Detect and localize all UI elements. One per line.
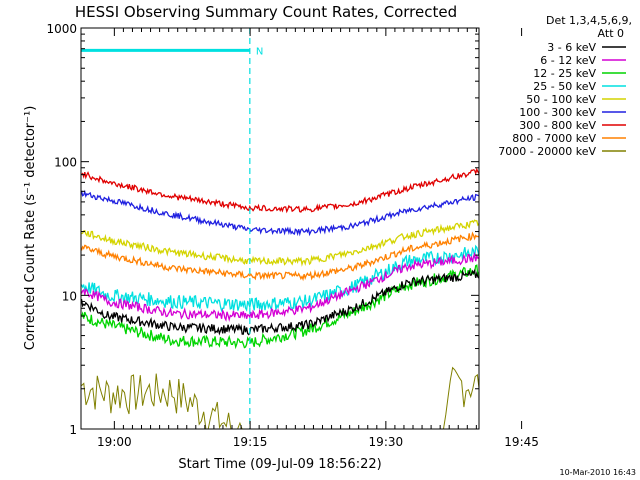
y-tick-label: 10 bbox=[62, 289, 77, 303]
plot-content: NS bbox=[81, 28, 479, 429]
y-axis-label: Corrected Count Rate (s⁻¹ detector⁻¹) bbox=[23, 106, 38, 351]
plot-frame bbox=[80, 27, 480, 430]
legend-label: 6 - 12 keV bbox=[540, 54, 596, 67]
chart-title: HESSI Observing Summary Count Rates, Cor… bbox=[75, 3, 457, 21]
x-tick-label: 19:00 bbox=[97, 435, 132, 449]
series-7-line bbox=[81, 231, 479, 282]
series-5-line bbox=[81, 189, 479, 237]
y-tick-label: 1000 bbox=[46, 22, 77, 36]
series-1-line bbox=[81, 251, 479, 322]
footer-timestamp: 10-Mar-2010 16:43 bbox=[560, 468, 637, 477]
x-tick-label: 19:15 bbox=[233, 435, 268, 449]
legend-label: 3 - 6 keV bbox=[547, 41, 596, 54]
legend-label: 300 - 800 keV bbox=[519, 119, 596, 132]
y-tick-label: 100 bbox=[54, 156, 77, 170]
legend-label: 100 - 300 keV bbox=[519, 106, 596, 119]
series-8-line bbox=[81, 366, 479, 429]
legend-label: 800 - 7000 keV bbox=[512, 132, 596, 145]
x-axis-label: Start Time (09-Jul-09 18:56:22) bbox=[178, 457, 381, 472]
legend-header-line-1: Det 1,3,4,5,6,9, bbox=[546, 14, 632, 27]
legend-header-line-2: Att 0 bbox=[598, 27, 624, 40]
axes: 110100100019:0019:1519:3019:4520:0020:15… bbox=[46, 22, 539, 449]
legend-label: 12 - 25 keV bbox=[533, 67, 596, 80]
series-4-line bbox=[81, 219, 479, 267]
legend-label: 7000 - 20000 keV bbox=[498, 145, 596, 158]
series-0-line bbox=[81, 268, 479, 336]
series-2-line bbox=[81, 264, 479, 350]
segment-label-0: N bbox=[256, 46, 263, 57]
x-tick-label: 19:30 bbox=[369, 435, 404, 449]
y-tick-label: 1 bbox=[69, 423, 77, 437]
legend-label: 50 - 100 keV bbox=[526, 93, 596, 106]
series-3-line bbox=[81, 244, 479, 313]
x-tick-label: 19:45 bbox=[504, 435, 539, 449]
series-6-line bbox=[81, 167, 479, 214]
legend-label: 25 - 50 keV bbox=[533, 80, 596, 93]
